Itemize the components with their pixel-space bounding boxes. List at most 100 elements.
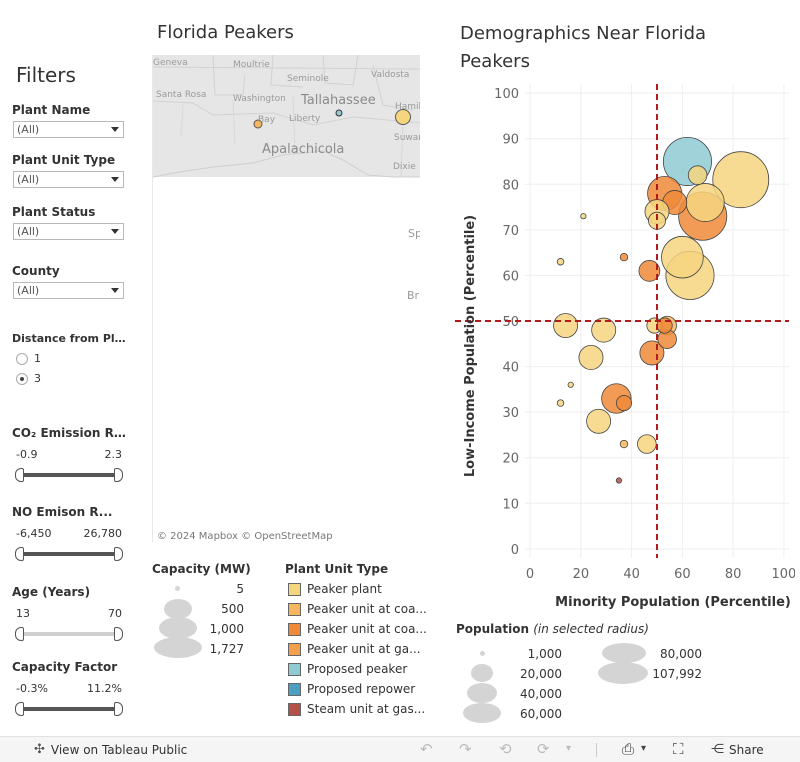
- chevron-down-icon[interactable]: ▾: [566, 743, 572, 754]
- population-legend-item: 60,000: [520, 707, 562, 721]
- legend-swatch: [288, 702, 301, 716]
- type-legend-item[interactable]: Proposed repower: [288, 682, 415, 696]
- y-tick-label: 90: [502, 133, 519, 148]
- data-point[interactable]: [712, 151, 770, 209]
- view-on-tableau-link[interactable]: ✣ View on Tableau Public: [34, 742, 187, 757]
- plant-status-value: (All): [17, 225, 40, 238]
- data-point[interactable]: [638, 260, 661, 282]
- map-attribution: © 2024 Mapbox © OpenStreetMap: [157, 531, 333, 542]
- capacity-factor-slider-track[interactable]: [20, 707, 118, 711]
- capacity-factor-max: 11.2%: [87, 682, 122, 695]
- population-size-bubble: [602, 643, 646, 663]
- capacity-size-bubble: [164, 599, 192, 619]
- florida-map[interactable]: Geneva Moultrie Seminole Valdosta Santa …: [152, 55, 420, 542]
- type-legend-item[interactable]: Steam unit at gas...: [288, 702, 425, 716]
- data-point[interactable]: [619, 439, 629, 449]
- map-place-label: Bay: [258, 115, 276, 125]
- age-slider-max-handle[interactable]: [114, 627, 123, 641]
- data-point[interactable]: [615, 395, 633, 412]
- distance-option-label: 1: [34, 352, 41, 365]
- nox-slider-max-handle[interactable]: [114, 547, 123, 561]
- nox-label: NO Emison R...: [12, 505, 113, 519]
- y-axis-label: Low-Income Population (Percentile): [463, 215, 478, 477]
- map-place-label: Apalachicola: [262, 142, 345, 157]
- capacity-size-bubble: [175, 586, 180, 591]
- refresh-icon[interactable]: ⟳: [537, 740, 550, 758]
- legend-swatch: [288, 642, 301, 656]
- map-plant-marker: [335, 109, 343, 117]
- y-tick-label: 0: [511, 543, 519, 558]
- age-slider-min-handle[interactable]: [15, 627, 24, 641]
- distance-option-3[interactable]: 3: [16, 372, 41, 385]
- data-point[interactable]: [553, 313, 579, 339]
- x-axis-label: Minority Population (Percentile): [555, 595, 791, 610]
- co2-slider-min-handle[interactable]: [15, 468, 24, 482]
- co2-max: 2.3: [104, 448, 123, 461]
- age-slider-track[interactable]: [20, 632, 118, 636]
- plant-name-dropdown[interactable]: (All): [13, 121, 124, 138]
- data-point[interactable]: [615, 477, 623, 484]
- data-point[interactable]: [637, 434, 657, 454]
- data-point[interactable]: [578, 345, 604, 370]
- capacity-factor-slider-max-handle[interactable]: [114, 702, 123, 716]
- type-legend-item[interactable]: Peaker unit at ga...: [288, 642, 421, 656]
- undo-icon[interactable]: ↶: [420, 740, 433, 758]
- data-point[interactable]: [586, 408, 612, 434]
- nox-min: -6,450: [16, 527, 52, 540]
- plant-unit-type-dropdown[interactable]: (All): [13, 171, 124, 188]
- redo-icon[interactable]: ↷: [459, 740, 472, 758]
- type-legend-item[interactable]: Peaker unit at coa...: [288, 602, 427, 616]
- data-point[interactable]: [580, 213, 587, 220]
- capacity-legend-item: 1,000: [209, 622, 244, 636]
- data-point[interactable]: [556, 258, 565, 266]
- share-button[interactable]: ⋲ Share: [711, 742, 764, 757]
- demographics-scatter-chart[interactable]: 0 20 40 60 80 100 0 10 20 30 40 50 60 70 80 90 100 Minori…: [455, 80, 795, 620]
- map-place-label: Suwann: [394, 133, 420, 143]
- co2-slider-track[interactable]: [20, 473, 118, 477]
- data-point[interactable]: [619, 252, 629, 262]
- capacity-factor-slider-min-handle[interactable]: [15, 702, 24, 716]
- chevron-down-icon: [111, 127, 119, 132]
- data-point[interactable]: [556, 399, 565, 407]
- filters-title: Filters: [16, 63, 76, 87]
- x-tick-label: 20: [573, 567, 590, 582]
- chevron-down-icon[interactable]: ▾: [641, 743, 647, 754]
- map-place-label: Santa Rosa: [156, 90, 207, 100]
- revert-icon[interactable]: ⟲: [499, 740, 512, 758]
- plant-name-value: (All): [17, 123, 40, 136]
- data-point[interactable]: [687, 165, 708, 185]
- county-value: (All): [17, 284, 40, 297]
- map-place-label: Hamilt: [395, 102, 420, 112]
- y-tick-label: 50: [502, 315, 519, 330]
- map-road: [153, 100, 420, 126]
- data-point[interactable]: [661, 235, 704, 279]
- nox-slider-min-handle[interactable]: [15, 547, 24, 561]
- type-legend-item[interactable]: Peaker plant: [288, 582, 382, 596]
- age-min: 13: [16, 607, 30, 620]
- type-legend-item[interactable]: Proposed peaker: [288, 662, 407, 676]
- plant-status-dropdown[interactable]: (All): [13, 223, 124, 240]
- type-legend-item[interactable]: Peaker unit at coa...: [288, 622, 427, 636]
- nox-slider-track[interactable]: [20, 552, 118, 556]
- data-point[interactable]: [685, 183, 725, 222]
- share-label: Share: [729, 742, 764, 757]
- co2-slider-max-handle[interactable]: [114, 468, 123, 482]
- map-svg: [153, 55, 420, 178]
- distance-label: Distance from Pla...: [12, 332, 126, 345]
- map-road: [322, 55, 359, 86]
- age-max: 70: [108, 607, 122, 620]
- y-tick-label: 70: [502, 224, 519, 239]
- population-legend-item: 1,000: [527, 647, 562, 661]
- county-dropdown[interactable]: (All): [13, 282, 124, 299]
- share-icon: ⋲: [711, 742, 724, 757]
- distance-option-1[interactable]: 1: [16, 352, 41, 365]
- data-point[interactable]: [591, 317, 617, 343]
- download-icon[interactable]: ⎙: [622, 740, 635, 758]
- fullscreen-icon[interactable]: ⛶: [673, 740, 684, 758]
- y-tick-label: 20: [502, 452, 519, 467]
- legend-swatch: [288, 682, 301, 696]
- type-legend-label: Proposed peaker: [307, 662, 408, 676]
- data-point[interactable]: [567, 381, 574, 388]
- y-tick-label: 10: [502, 497, 519, 512]
- population-legend-item: 80,000: [660, 647, 702, 661]
